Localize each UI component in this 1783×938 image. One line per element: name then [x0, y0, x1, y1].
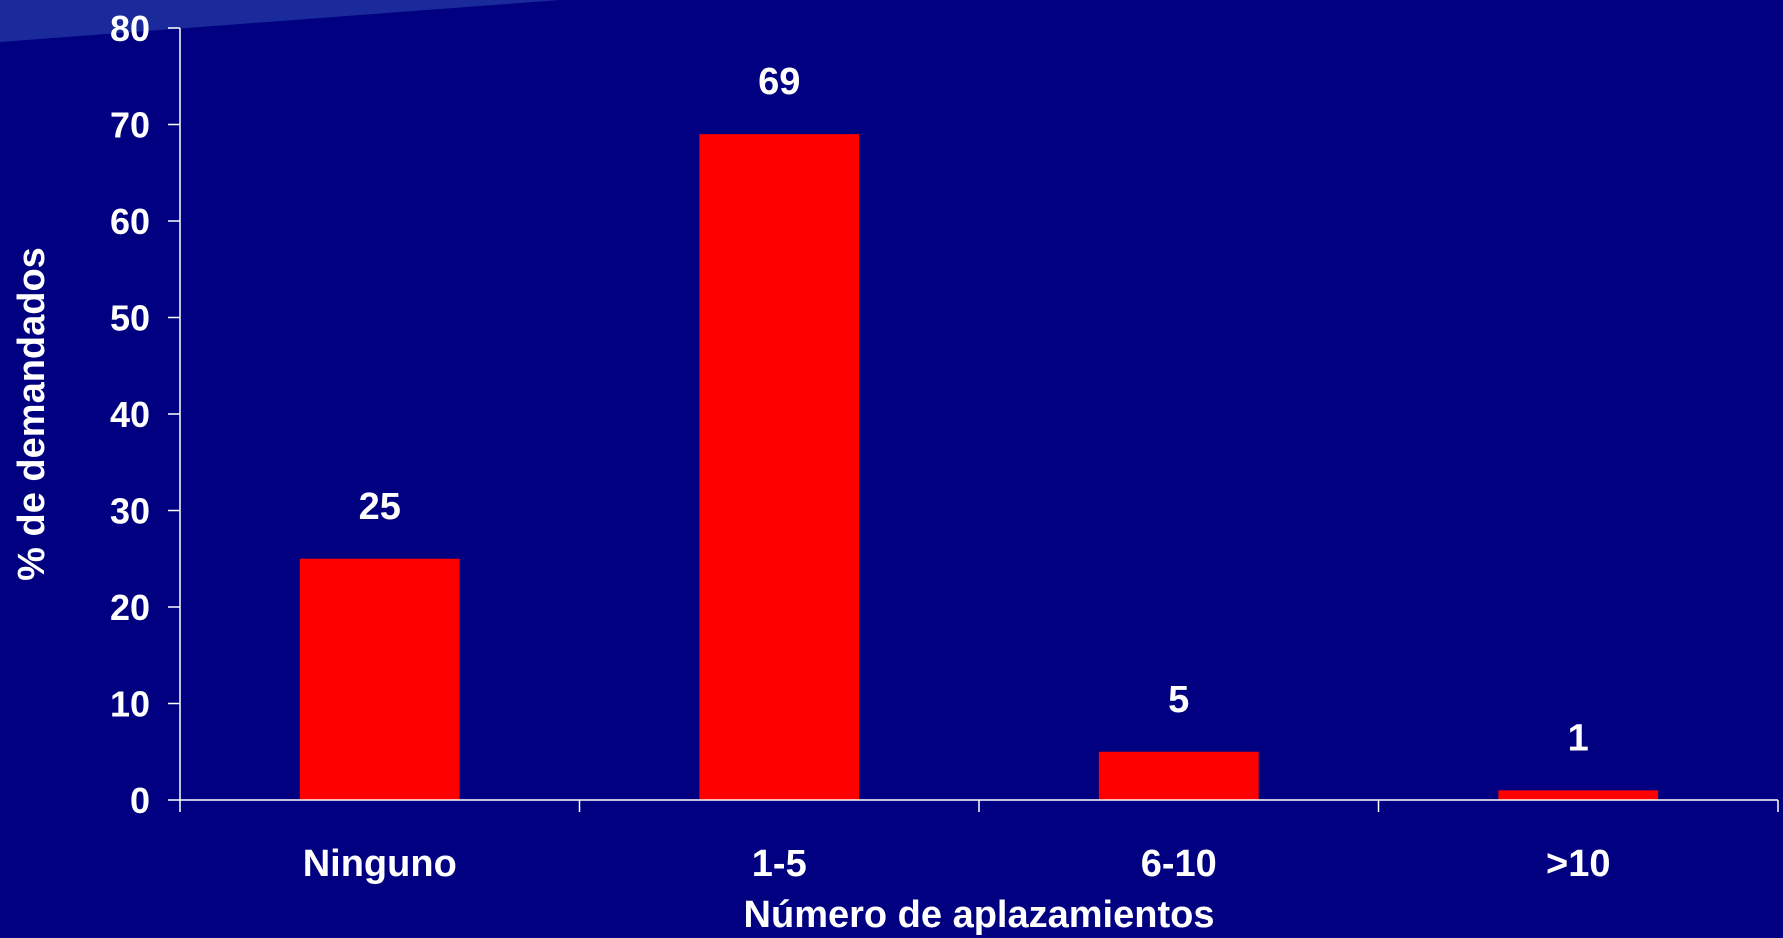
bar: [1498, 790, 1659, 800]
y-tick-label: 70: [110, 105, 150, 146]
x-category-label: 6-10: [1141, 843, 1217, 885]
top-left-decoration: [0, 0, 560, 42]
y-tick-labels: 0 10 20 30 40 50 60 70 80: [110, 8, 150, 821]
y-tick-label: 40: [110, 394, 150, 435]
y-tick-label: 50: [110, 298, 150, 339]
data-label: 69: [758, 61, 800, 103]
data-label: 25: [359, 486, 401, 528]
y-tick-label: 20: [110, 587, 150, 628]
bar: [699, 134, 860, 800]
bar: [299, 558, 460, 800]
y-tick-label: 10: [110, 684, 150, 725]
data-label: 1: [1568, 717, 1589, 759]
y-tick-label: 30: [110, 491, 150, 532]
y-tick-label: 0: [130, 780, 150, 821]
data-label: 5: [1168, 679, 1189, 721]
bars-layer: [299, 134, 1659, 800]
data-labels: 25 69 5 1: [359, 61, 1589, 759]
x-category-label: Ninguno: [303, 843, 457, 885]
y-tick-label: 60: [110, 201, 150, 242]
x-axis-title: Número de aplazamientos: [744, 894, 1215, 936]
axes-layer: [168, 27, 1779, 812]
x-category-labels: Ninguno 1-5 6-10 >10: [303, 843, 1611, 885]
bar: [1098, 751, 1259, 800]
y-axis-title: % de demandados: [11, 247, 53, 581]
y-tick-label: 80: [110, 8, 150, 49]
x-category-label: >10: [1546, 843, 1610, 885]
x-category-label: 1-5: [752, 843, 807, 885]
